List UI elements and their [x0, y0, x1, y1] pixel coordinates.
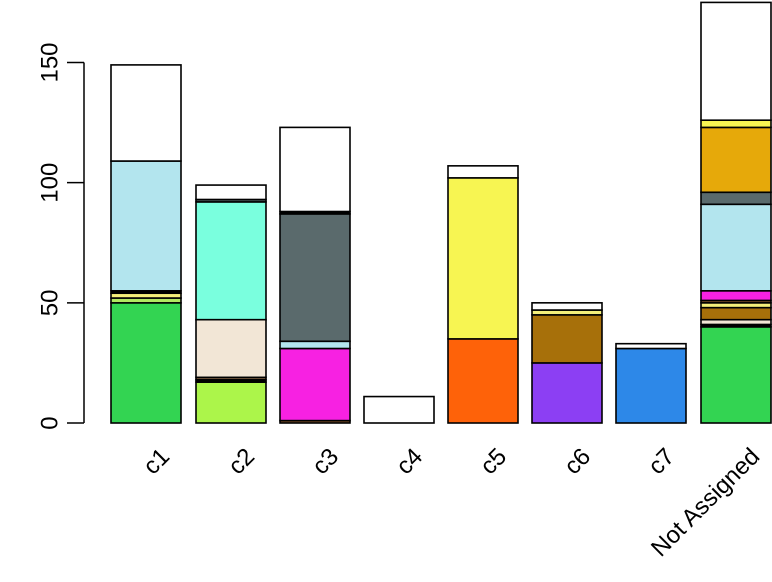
bar-segment [531, 362, 603, 424]
x-category-label: c6 [559, 443, 596, 480]
bar-stack [615, 342, 687, 424]
bar-segment [195, 201, 267, 321]
y-tick-label: 150 [37, 42, 64, 82]
x-category-label: c5 [475, 443, 512, 480]
bar-segment [110, 302, 182, 424]
bar-stack [195, 184, 267, 424]
x-category-label: c7 [643, 443, 680, 480]
bar-segment [700, 203, 772, 292]
bar-stack [700, 1, 772, 424]
bar-segment [531, 302, 603, 311]
bar-segment [195, 381, 267, 424]
bar-segment [447, 177, 519, 340]
bar-segment [279, 347, 351, 422]
bar-segment [279, 213, 351, 343]
y-tick-label: 0 [37, 416, 64, 429]
bar-segment [700, 126, 772, 194]
bar-segment [110, 64, 182, 162]
bar-segment [700, 1, 772, 121]
bar-segment [700, 326, 772, 424]
x-category-label: c1 [138, 443, 175, 480]
bar-segment [700, 191, 772, 206]
bar-segment [531, 314, 603, 364]
bar-segment [615, 342, 687, 350]
x-category-label: c2 [223, 443, 260, 480]
bar-segment [363, 395, 435, 424]
y-axis: 0 50 100 150 [37, 42, 85, 430]
x-category-label: c3 [307, 443, 344, 480]
bar-stack [447, 165, 519, 424]
bar-segment [700, 306, 772, 321]
bar-stack [363, 395, 435, 424]
bar-segment [615, 347, 687, 424]
bar-segment [279, 340, 351, 350]
bar-segment [700, 119, 772, 129]
bar-stack [279, 126, 351, 424]
bar-stack [110, 64, 182, 424]
bars-layer [110, 1, 772, 424]
bar-segment [447, 338, 519, 424]
bar-segment [279, 126, 351, 213]
bar-segment [195, 318, 267, 379]
y-tick-label: 100 [37, 163, 64, 203]
bar-segment [195, 184, 267, 201]
bar-segment [447, 165, 519, 179]
y-tick-label: 50 [37, 289, 64, 316]
x-category-label: c4 [391, 443, 428, 480]
bar-segment [110, 160, 182, 292]
bar-segment [700, 290, 772, 302]
bar-stack [531, 302, 603, 424]
